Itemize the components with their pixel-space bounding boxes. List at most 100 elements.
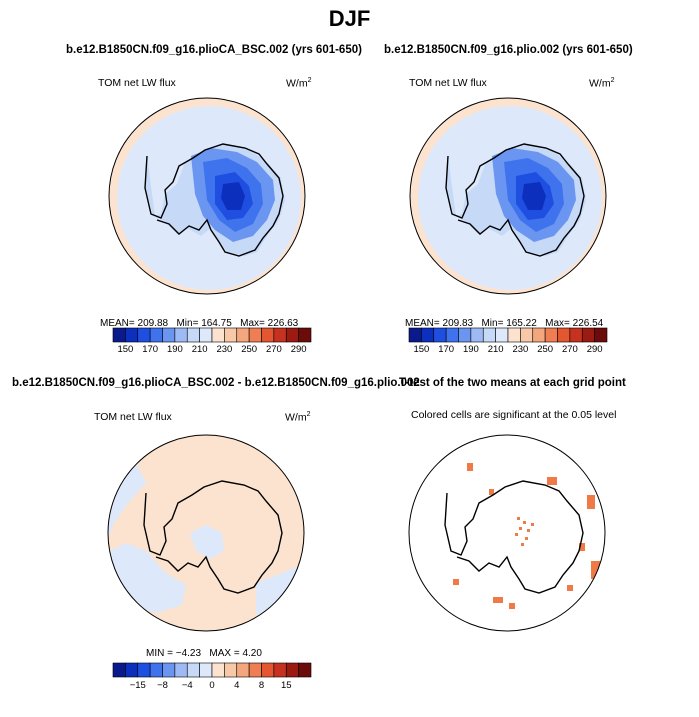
significant-cell xyxy=(587,495,595,509)
colorbar-swatch xyxy=(594,327,608,343)
colorbar-swatch xyxy=(532,327,546,343)
colorbar-tick-label: 190 xyxy=(462,344,479,355)
colorbar-swatch xyxy=(298,662,312,678)
colorbar-tick-label: 150 xyxy=(413,344,430,355)
panel-2-colorbar xyxy=(408,327,608,343)
colorbar-swatch xyxy=(421,327,435,343)
significant-cell xyxy=(525,537,528,540)
colorbar-swatch xyxy=(199,327,213,343)
panel-4-subtitle: Colored cells are significant at the 0.0… xyxy=(411,409,617,421)
significant-cell xyxy=(509,603,515,609)
colorbar-swatch xyxy=(261,327,275,343)
coastline xyxy=(143,480,283,594)
colorbar-tick-label: 170 xyxy=(438,344,455,355)
figure-title: DJF xyxy=(328,6,371,31)
colorbar-swatch xyxy=(544,327,558,343)
significant-cell xyxy=(515,533,518,536)
colorbar-swatch xyxy=(495,327,509,343)
panel-1-title: b.e12.B1850CN.f09_g16.plioCA_BSC.002 (yr… xyxy=(66,44,362,56)
panel-1-colorbar-ticks: 150 170 190 210 230 250 270 290 xyxy=(113,344,311,358)
colorbar-swatch xyxy=(581,327,595,343)
colorbar-swatch xyxy=(248,662,262,678)
panel-3-units: W/m2 xyxy=(285,411,311,424)
significant-cell xyxy=(453,579,459,585)
panel-4-map xyxy=(408,434,606,632)
significant-cell xyxy=(489,489,494,495)
colorbar-tick-label: 8 xyxy=(258,680,265,691)
colorbar-swatch xyxy=(199,662,213,678)
colorbar-swatch xyxy=(298,327,312,343)
colorbar-tick-label: 210 xyxy=(191,344,208,355)
colorbar-swatch xyxy=(261,662,275,678)
colorbar-tick-label: −15 xyxy=(129,680,146,691)
colorbar-swatch xyxy=(125,662,139,678)
significant-cell xyxy=(493,597,503,603)
panel-3-colorbar xyxy=(112,662,312,678)
colorbar-swatch xyxy=(557,327,571,343)
colorbar-tick-label: 210 xyxy=(487,344,504,355)
panel-3-variable: TOM net LW flux xyxy=(94,411,172,423)
colorbar-swatch xyxy=(149,327,163,343)
panel-1-map xyxy=(108,97,306,295)
panel-1-units: W/m2 xyxy=(286,77,312,90)
colorbar-swatch xyxy=(137,662,151,678)
colorbar-swatch xyxy=(285,327,299,343)
significant-cell xyxy=(531,523,534,526)
significant-cell xyxy=(579,543,585,551)
panel-3-colorbar-ticks: −15 −8 −4 0 4 8 15 xyxy=(113,680,311,694)
significant-cell xyxy=(521,543,524,546)
colorbar-tick-label: 170 xyxy=(142,344,159,355)
colorbar-tick-label: 270 xyxy=(561,344,578,355)
colorbar-swatch xyxy=(162,662,176,678)
colorbar-tick-label: 230 xyxy=(512,344,529,355)
colorbar-swatch xyxy=(408,327,422,343)
panel-4-title: T-test of the two means at each grid poi… xyxy=(399,377,626,389)
significant-cell xyxy=(467,463,473,471)
colorbar-tick-label: 230 xyxy=(216,344,233,355)
colorbar-tick-label: 250 xyxy=(537,344,554,355)
colorbar-swatch xyxy=(470,327,484,343)
colorbar-swatch xyxy=(236,327,250,343)
significant-cell xyxy=(591,561,601,579)
significant-cells xyxy=(453,463,601,609)
colorbar-swatch xyxy=(112,327,126,343)
colorbar-swatch xyxy=(285,662,299,678)
significant-cell xyxy=(567,585,573,591)
contour-level-4 xyxy=(221,182,245,210)
colorbar-tick-label: −8 xyxy=(157,680,168,691)
colorbar-tick-label: 190 xyxy=(166,344,183,355)
panel-3-title: b.e12.B1850CN.f09_g16.plioCA_BSC.002 - b… xyxy=(12,377,420,389)
map-border xyxy=(409,97,607,295)
colorbar-tick-label: 150 xyxy=(117,344,134,355)
colorbar-tick-label: 290 xyxy=(290,344,307,355)
colorbar-swatch xyxy=(273,327,287,343)
colorbar-swatch xyxy=(224,662,238,678)
panel-2-title: b.e12.B1850CN.f09_g16.plio.002 (yrs 601-… xyxy=(384,44,633,56)
colorbar-swatch xyxy=(186,662,200,678)
colorbar-swatch xyxy=(224,327,238,343)
map-border xyxy=(107,434,305,632)
colorbar-tick-label: 4 xyxy=(234,680,240,691)
colorbar-swatch xyxy=(458,327,472,343)
colorbar-swatch xyxy=(174,327,188,343)
panel-1-colorbar xyxy=(112,327,312,343)
panel-3-stats: MIN = −4.23 MAX = 4.20 xyxy=(146,648,262,659)
colorbar-swatch xyxy=(569,327,583,343)
colorbar-swatch xyxy=(174,662,188,678)
significant-cell xyxy=(517,517,520,520)
colorbar-swatch xyxy=(248,327,262,343)
colorbar-tick-label: 290 xyxy=(586,344,603,355)
colorbar-swatch xyxy=(162,327,176,343)
map-border xyxy=(108,97,306,295)
panel-2-map xyxy=(409,97,607,295)
colorbar-swatch xyxy=(433,327,447,343)
coastline xyxy=(445,143,585,257)
colorbar-swatch xyxy=(273,662,287,678)
negative-anomaly-patch xyxy=(190,525,224,559)
panel-2-stats: MEAN= 209.83 Min= 165.22 Max= 226.54 xyxy=(405,318,604,329)
colorbar-swatch xyxy=(125,327,139,343)
colorbar-tick-label: 270 xyxy=(265,344,282,355)
colorbar-tick-label: 0 xyxy=(209,680,215,691)
map-border xyxy=(408,434,606,632)
panel-1-stats: MEAN= 209.88 Min= 164.75 Max= 226.63 xyxy=(100,318,299,329)
